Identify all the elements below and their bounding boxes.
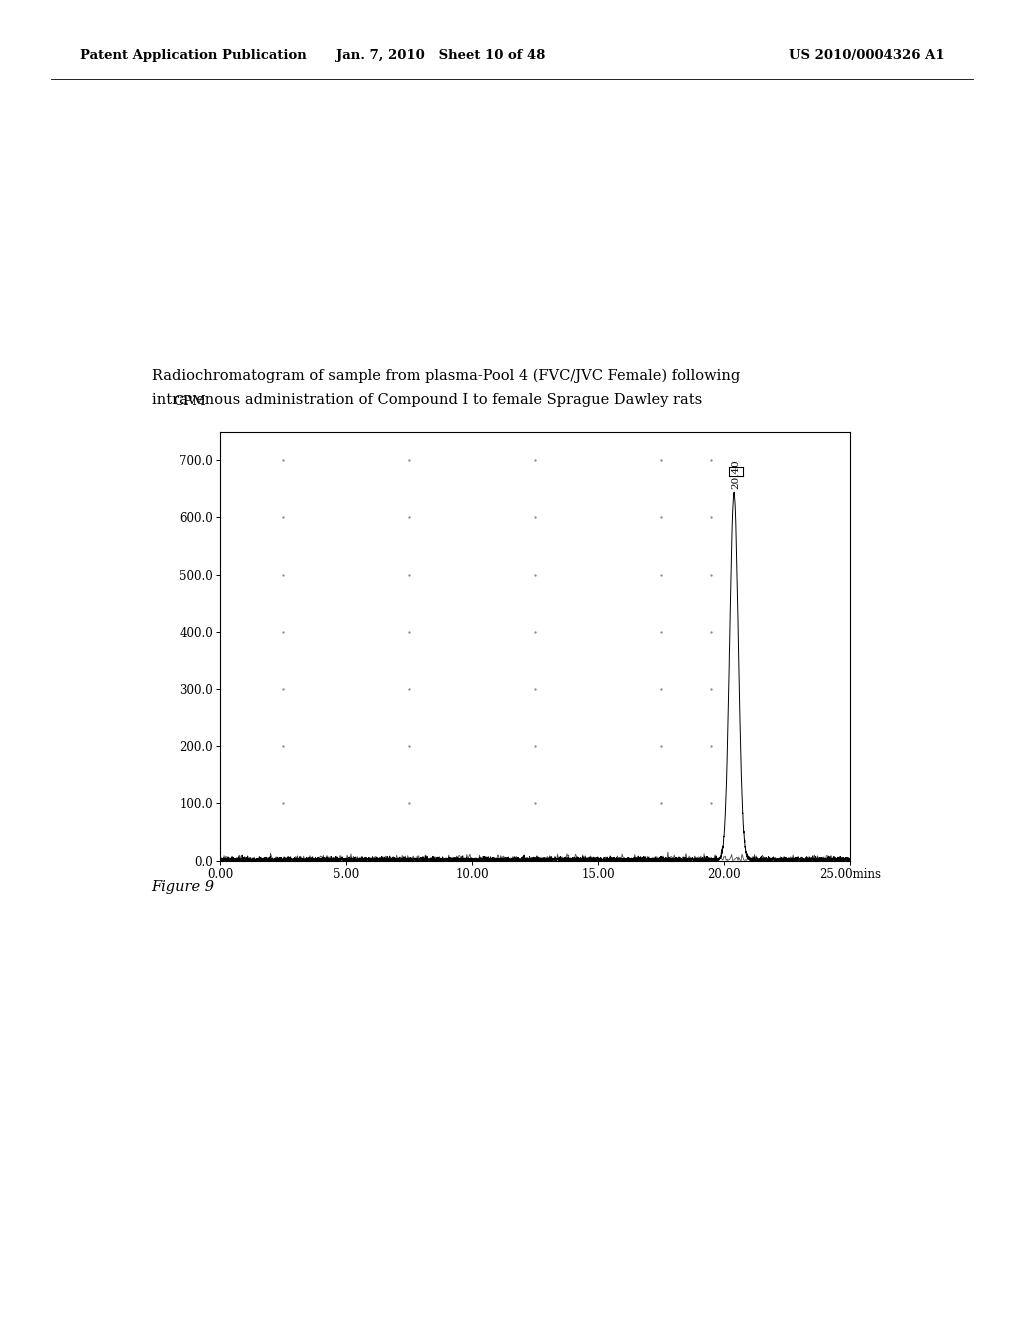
- Text: Jan. 7, 2010   Sheet 10 of 48: Jan. 7, 2010 Sheet 10 of 48: [336, 49, 545, 62]
- Text: Radiochromatogram of sample from plasma-Pool 4 (FVC/JVC Female) following: Radiochromatogram of sample from plasma-…: [152, 368, 739, 383]
- Text: intravenous administration of Compound I to female Sprague Dawley rats: intravenous administration of Compound I…: [152, 392, 701, 407]
- Text: Figure 9: Figure 9: [152, 880, 215, 895]
- Text: 20.40: 20.40: [731, 459, 740, 488]
- Text: CPM: CPM: [173, 395, 206, 408]
- Text: Patent Application Publication: Patent Application Publication: [80, 49, 306, 62]
- Text: US 2010/0004326 A1: US 2010/0004326 A1: [788, 49, 944, 62]
